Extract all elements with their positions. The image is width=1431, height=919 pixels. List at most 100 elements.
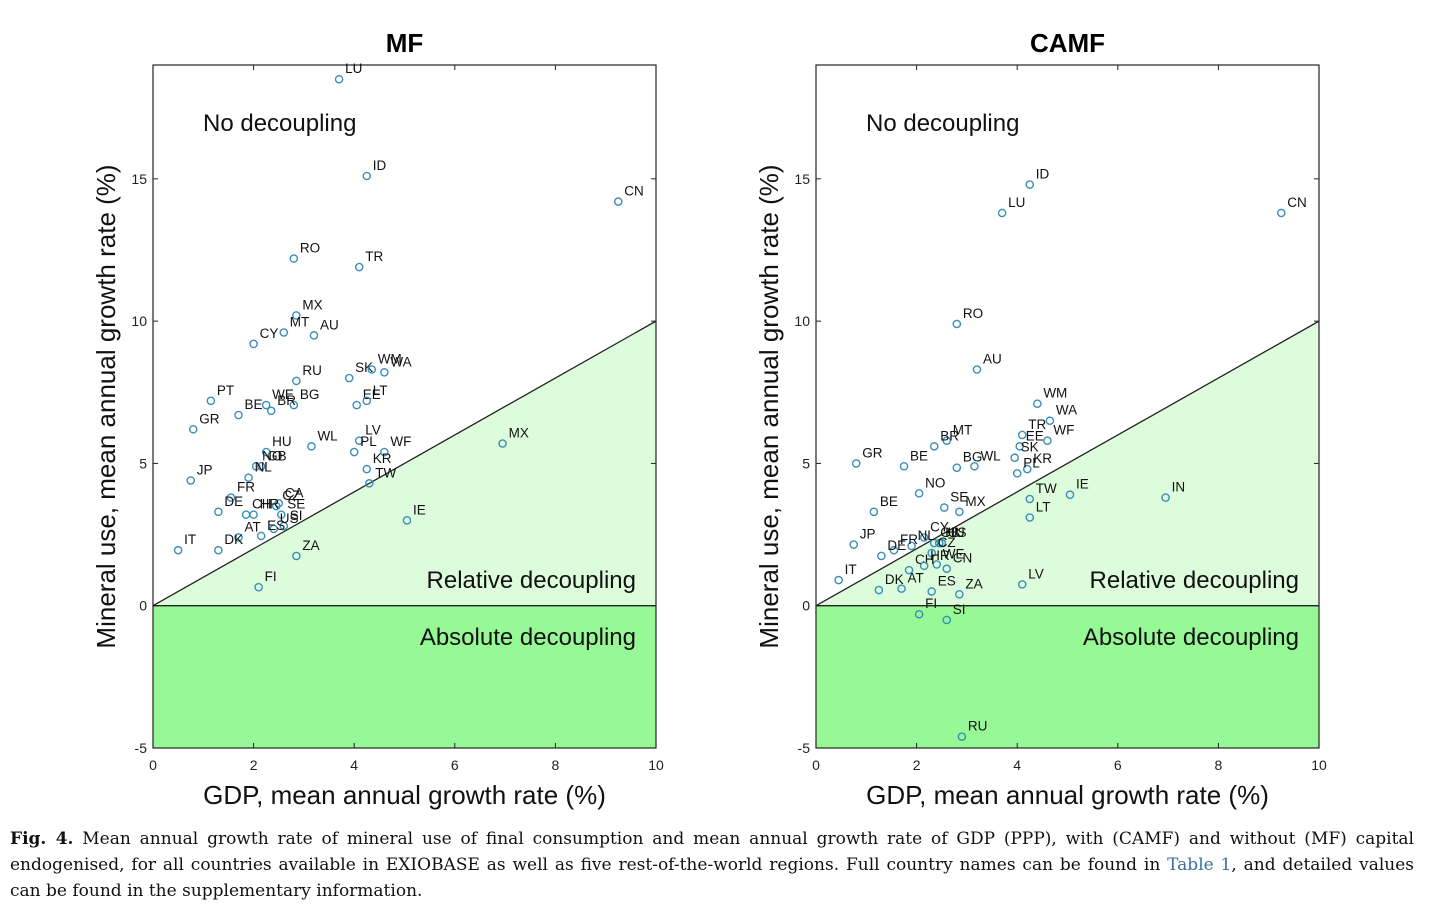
x-tick-label: 8 (1215, 757, 1223, 773)
data-point-cy-label: CY (260, 326, 279, 341)
data-point-lt-label: LT (1036, 499, 1051, 514)
data-point-mt-label: MT (290, 315, 310, 330)
x-tick-label: 4 (1013, 757, 1021, 773)
data-point-za (292, 551, 301, 561)
data-point-tr (354, 262, 364, 272)
data-point-no (914, 488, 924, 498)
data-point-fi (914, 609, 924, 619)
data-point-si (279, 521, 289, 531)
x-tick-label: 2 (250, 757, 258, 773)
data-point-de (214, 507, 223, 517)
data-point-se-label: SE (287, 497, 305, 512)
y-tick-label: 15 (131, 171, 147, 187)
data-point-fi (254, 582, 263, 592)
data-point-lu (997, 208, 1007, 218)
x-tick-label: 2 (913, 757, 921, 773)
data-point-de-label: DE (224, 494, 243, 509)
data-point-hu (261, 447, 271, 457)
data-point-br (266, 406, 276, 416)
data-point-be-label: BE (880, 494, 898, 509)
data-point-br-label: BR (940, 428, 959, 443)
data-point-be-label: BE (910, 448, 928, 463)
data-point-us (937, 538, 947, 548)
data-point-hu (934, 538, 944, 548)
data-point-fr (889, 545, 899, 555)
data-point-id-label: ID (373, 158, 387, 173)
data-point-de-label: DE (887, 538, 906, 553)
data-point-za-label: ZA (302, 538, 319, 553)
data-point-tr-label: TR (365, 249, 383, 264)
data-point-cz-label: CZ (282, 488, 300, 503)
data-point-be (234, 410, 243, 420)
decoupling-boundary-line (152, 320, 657, 607)
data-point-be (869, 507, 879, 517)
data-point-lu-label: LU (1008, 195, 1025, 210)
y-tick-label: 10 (131, 313, 147, 329)
data-point-it-label: IT (184, 532, 196, 547)
data-point-nl-label: NL (918, 528, 936, 543)
data-point-hr (919, 561, 929, 571)
plot-frame (815, 64, 1320, 749)
decoupling-boundary-line (815, 320, 1320, 607)
data-point-wm (1033, 399, 1042, 408)
data-point-tw-label: TW (1036, 481, 1057, 496)
data-point-lv-label: LV (1028, 566, 1044, 581)
data-point-au (309, 331, 319, 340)
data-point-mx-label: MX (509, 425, 529, 440)
data-point-pl-label: PL (1023, 455, 1040, 470)
data-point-it (834, 575, 843, 585)
x-axis-label: GDP, mean annual growth rate (%) (866, 780, 1269, 810)
x-axis-label: GDP, mean annual growth rate (%) (203, 780, 606, 810)
data-point-wm (367, 365, 377, 374)
y-axis-label: Mineral use, mean annual growth rate (%) (754, 164, 784, 648)
data-point-cy (919, 533, 929, 542)
data-point-ch-label: CH (252, 497, 272, 512)
data-point-dk (874, 585, 884, 595)
data-point-cy (249, 339, 258, 349)
data-point-kr (1022, 464, 1032, 474)
data-point-wa (380, 368, 389, 377)
data-point-cn-label: CN (624, 184, 644, 199)
data-point-ee (1015, 442, 1025, 451)
region-label-no-decoupling: No decoupling (203, 110, 356, 137)
data-point-lv (1017, 580, 1027, 589)
data-point-kr-label: KR (373, 451, 392, 466)
data-point-ee-label: EE (363, 387, 381, 402)
data-point-ru-label: RU (968, 719, 988, 734)
data-point-at (234, 533, 243, 542)
data-point-id (362, 171, 372, 181)
data-point-fr-label: FR (900, 532, 918, 547)
data-point-bg (289, 400, 299, 410)
data-point-dk-label: DK (224, 532, 243, 547)
region-label-relative-decoupling: Relative decoupling (1090, 567, 1299, 594)
data-point-es-label: ES (267, 518, 285, 533)
data-point-in (1161, 493, 1170, 502)
y-axis-label: Mineral use, mean annual growth rate (%) (91, 164, 121, 648)
data-point-we-label: WE (272, 387, 294, 402)
x-tick-label: 0 (149, 757, 157, 773)
data-point-tr (1017, 430, 1027, 440)
data-point-sk-label: SK (1021, 440, 1039, 455)
data-point-dk (214, 545, 223, 555)
x-tick-label: 6 (451, 757, 459, 773)
table-1-link[interactable]: Table 1 (1167, 855, 1232, 875)
y-tick-label: 0 (802, 598, 810, 614)
data-point-wf (380, 447, 389, 457)
data-point-ru (957, 732, 967, 741)
data-point-wl (307, 442, 316, 451)
data-point-ro (289, 254, 299, 263)
data-point-we (932, 560, 942, 569)
data-point-bg-label: BG (300, 387, 320, 402)
data-point-in-label: IN (1172, 480, 1186, 495)
region-label-no-decoupling: No decoupling (866, 110, 1019, 137)
data-point-lv-label: LV (365, 423, 381, 438)
data-point-hr-label: HR (260, 497, 280, 512)
data-point-de (877, 551, 886, 561)
data-point-mt-label: MT (953, 423, 973, 438)
data-point-ca-label: CA (285, 485, 304, 500)
data-point-it (173, 545, 183, 555)
data-point-hu-label: HU (945, 525, 965, 540)
